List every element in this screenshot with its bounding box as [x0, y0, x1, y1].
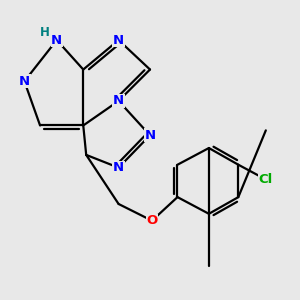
Text: N: N: [113, 161, 124, 174]
Text: O: O: [146, 214, 158, 227]
Text: N: N: [113, 34, 124, 46]
Text: N: N: [144, 129, 156, 142]
Text: H: H: [40, 26, 50, 39]
Text: Cl: Cl: [259, 173, 273, 186]
Text: N: N: [51, 34, 62, 46]
Text: N: N: [19, 75, 30, 88]
Text: N: N: [113, 94, 124, 107]
